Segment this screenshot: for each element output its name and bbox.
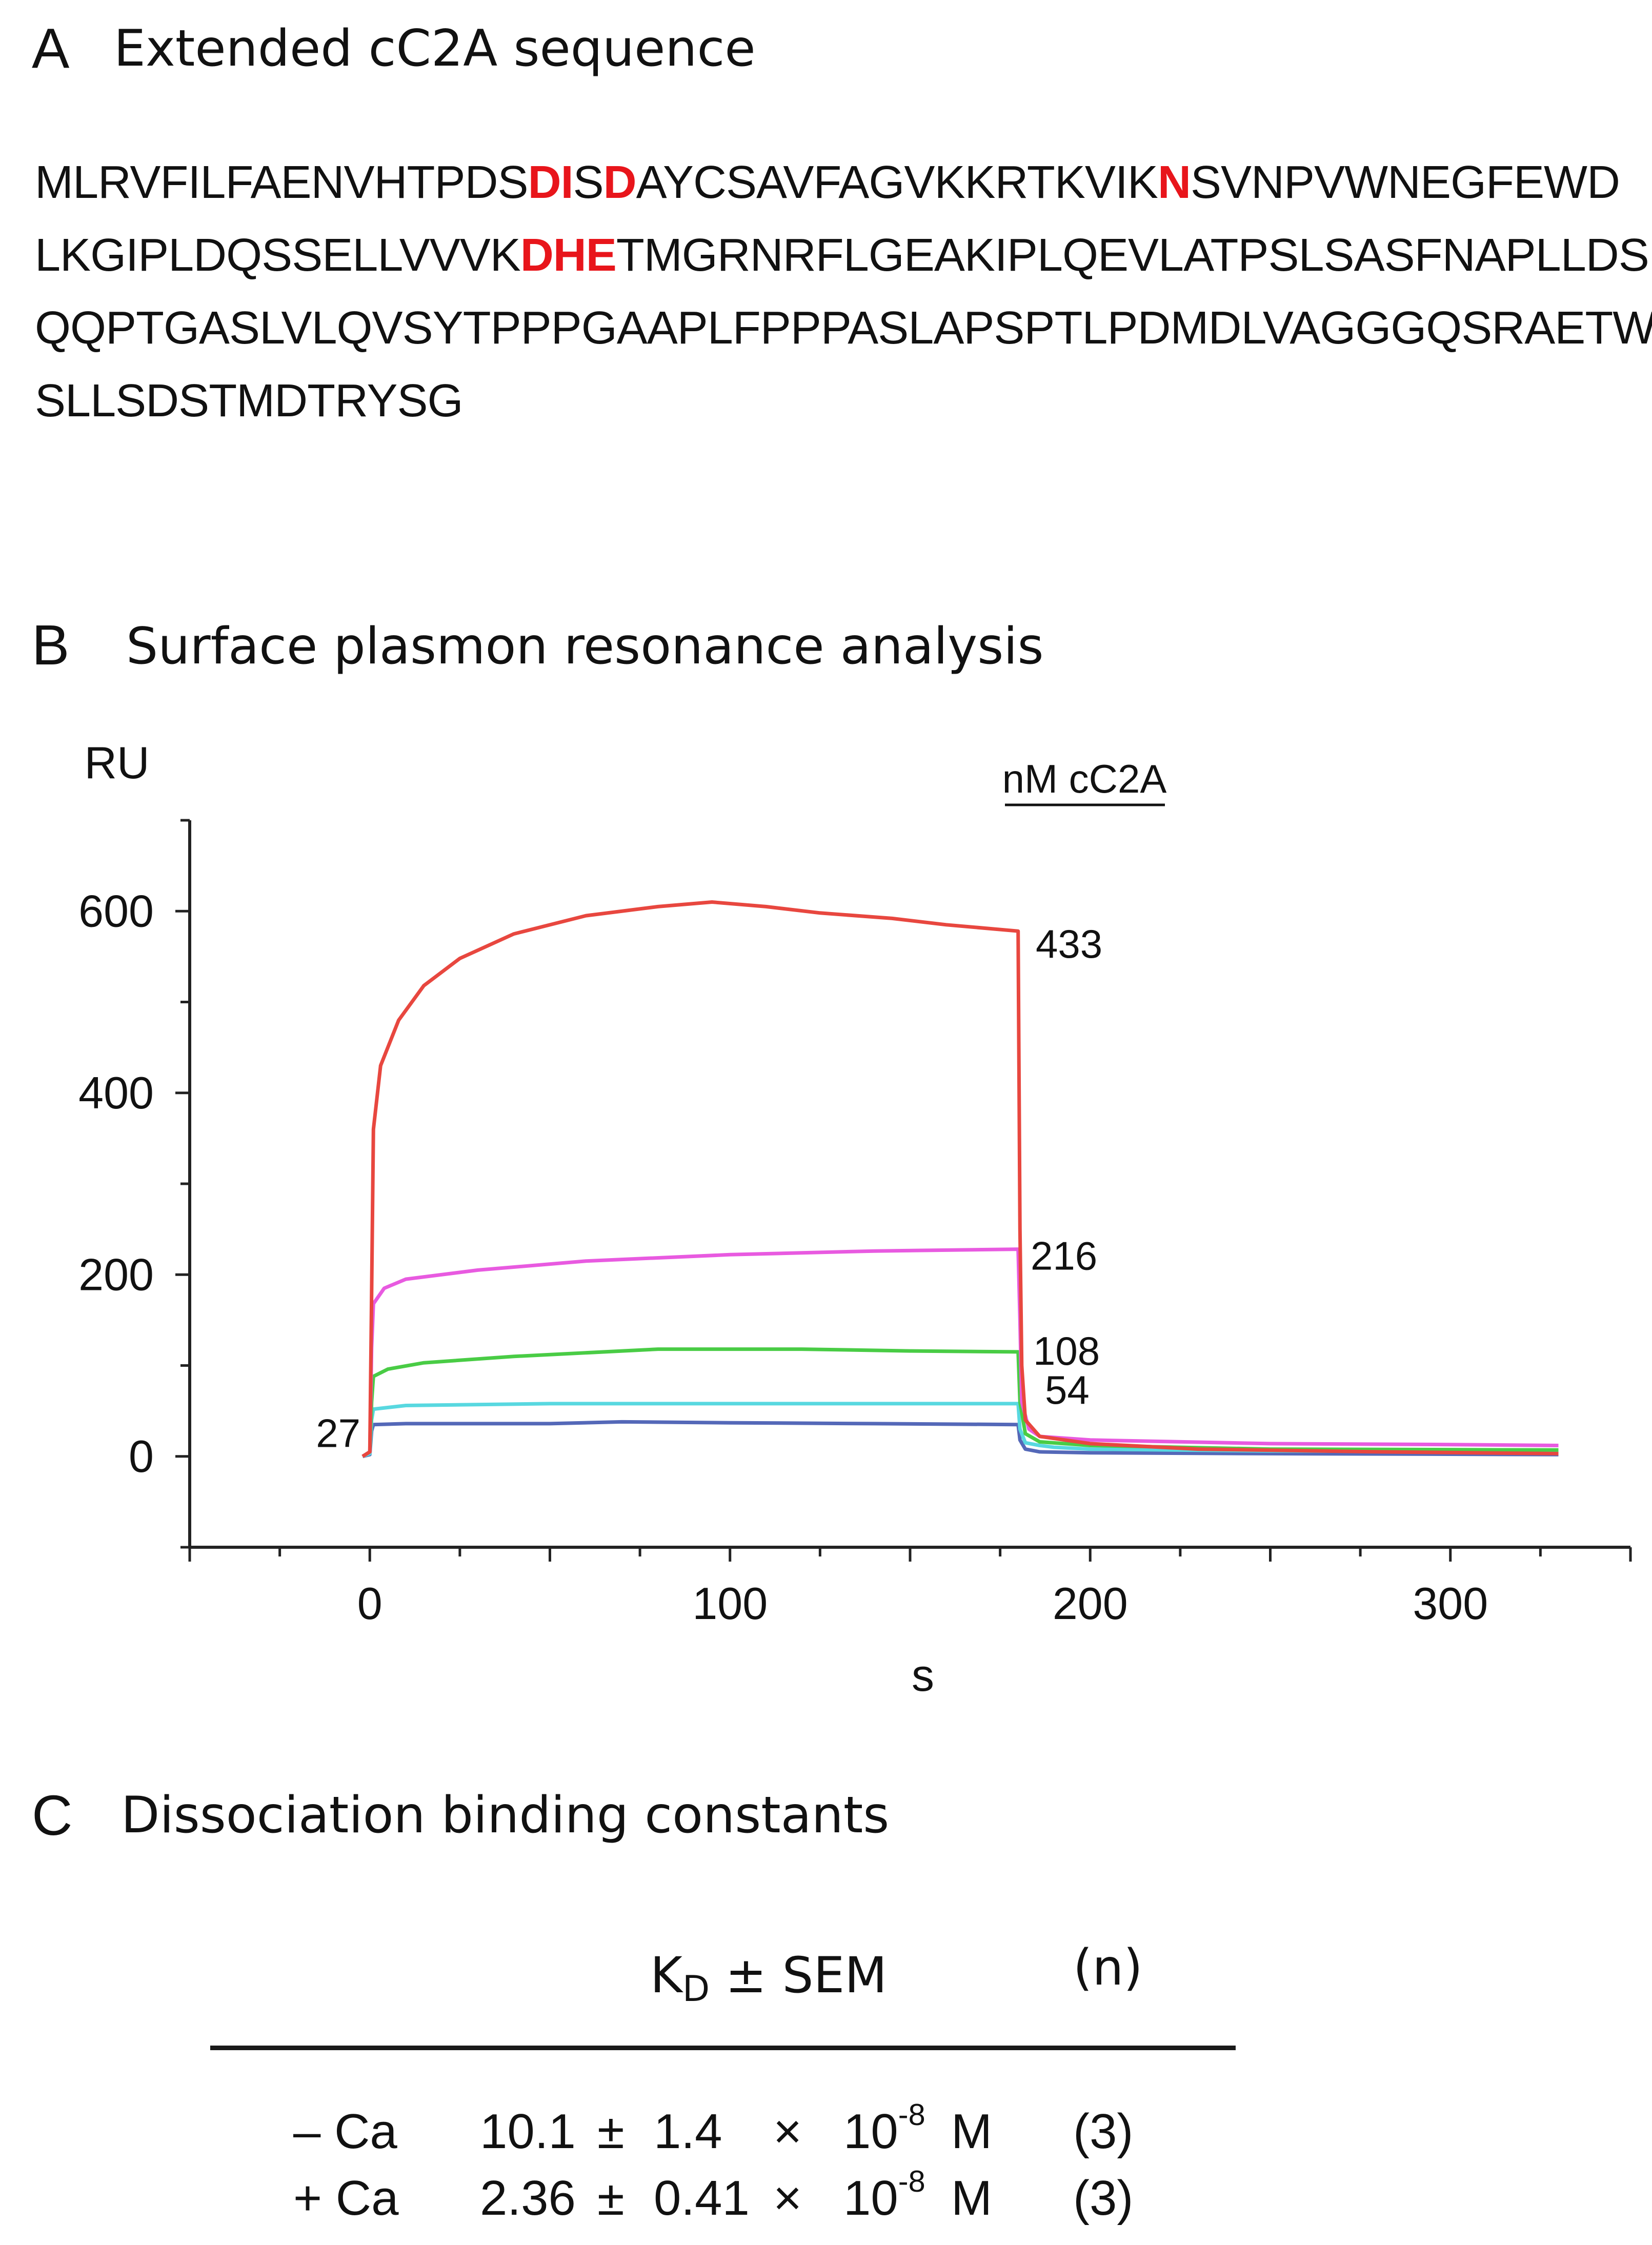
kd-value-cell: 10.1 [480, 2104, 576, 2159]
highlighted-residues: DHE [520, 230, 617, 281]
y-tick-label: 0 [129, 1431, 154, 1482]
x-tick-label: 200 [1053, 1578, 1128, 1629]
kd-cond-cell: + Ca [293, 2171, 399, 2226]
sequence-segment: S [573, 157, 604, 208]
highlighted-residues: DI [528, 157, 574, 208]
kd-err-cell: 1.4 [654, 2104, 722, 2159]
panel-b-title: Surface plasmon resonance analysis [126, 617, 1044, 676]
kd-n-cell: (3) [1073, 2171, 1134, 2226]
kd-power-cell: 10-8 [843, 2166, 925, 2226]
sequence-line: LKGIPLDQSSELLVVVKDHETMGRNRFLGEAKIPLQEVLA… [35, 219, 1652, 292]
kd-pm-cell: ± [597, 2104, 624, 2159]
kd-header: KD ± SEM [650, 1951, 887, 2007]
panel-c-title: Dissociation binding constants [121, 1786, 890, 1845]
kd-header-k: K [650, 1947, 682, 2004]
panel-b-letter: B [32, 614, 70, 677]
kd-power-base: 10 [843, 2171, 898, 2226]
x-tick-label: 300 [1413, 1578, 1488, 1629]
kd-power-exponent: -8 [898, 2097, 925, 2132]
kd-header-rest: ± SEM [710, 1947, 888, 2004]
spr-chart: 0 200 400 600 0 100 200 300 RU s nM cC2A 433 216 108 5… [0, 718, 1652, 1701]
highlighted-residues: D [603, 157, 637, 208]
kd-err-cell: 0.41 [654, 2171, 750, 2226]
series-label-108: 108 [1033, 1328, 1100, 1373]
kd-unit-cell: M [951, 2171, 992, 2226]
x-tick-label: 100 [692, 1578, 768, 1629]
n-header: (n) [1073, 1939, 1143, 1996]
kd-power-cell: 10-8 [843, 2099, 925, 2159]
sequence-segment: MLRVFILFAENVHTPDS [35, 157, 529, 208]
chart-series [361, 900, 1559, 1459]
y-tick-label: 400 [78, 1067, 154, 1118]
panel-a-letter: A [32, 17, 70, 80]
sequence-line: SLLSDSTMDTRYSG [35, 365, 1652, 437]
x-tick-label: 0 [357, 1578, 382, 1629]
kd-unit-cell: M [951, 2104, 992, 2159]
highlighted-residues: N [1157, 157, 1191, 208]
kd-times-cell: × [773, 2171, 802, 2226]
kd-header-sub: D [682, 1969, 710, 2010]
kd-n-cell: (3) [1073, 2104, 1134, 2159]
sequence-segment: AYCSAVFAGVKKRTKVIK [636, 157, 1158, 208]
series-line-433 [361, 900, 1559, 1458]
x-axis-label: s [912, 1650, 934, 1692]
kd-pm-cell: ± [597, 2171, 624, 2226]
sequence-segment: QQPTGASLVLQVSYTPPPGAAPLFPPPASLAPSPTLPDMD… [35, 302, 1652, 354]
protein-sequence: MLRVFILFAENVHTPDSDISDAYCSAVFAGVKKRTKVIKN… [35, 146, 1652, 437]
kd-value-cell: 2.36 [480, 2171, 576, 2226]
kd-power-exponent: -8 [898, 2164, 925, 2199]
series-line-216 [361, 1247, 1559, 1458]
sequence-line: QQPTGASLVLQVSYTPPPGAAPLFPPPASLAPSPTLPDMD… [35, 292, 1652, 365]
sequence-segment: LKGIPLDQSSELLVVVK [35, 230, 521, 281]
series-label-27: 27 [316, 1411, 360, 1456]
spr-chart-svg: 0 200 400 600 0 100 200 300 RU s nM cC2A 433 216 1085… [78, 737, 1632, 1701]
series-label-433: 433 [1036, 921, 1102, 966]
sequence-segment: SLLSDSTMDTRYSG [35, 375, 464, 427]
series-line-108 [361, 1347, 1559, 1458]
kd-times-cell: × [773, 2104, 802, 2159]
y-tick-label: 200 [78, 1249, 154, 1300]
kd-cond-cell: – Ca [293, 2104, 397, 2159]
sequence-line: MLRVFILFAENVHTPDSDISDAYCSAVFAGVKKRTKVIKN… [35, 146, 1652, 219]
series-label-216: 216 [1031, 1233, 1097, 1279]
legend-title: nM cC2A [1002, 756, 1167, 801]
series-label-54: 54 [1045, 1367, 1090, 1412]
chart-labels: 0 200 400 600 0 100 200 300 RU s nM cC2A 433 216 1085… [78, 737, 1488, 1701]
table-rule [210, 2046, 1236, 2050]
panel-a-title: Extended cC2A sequence [114, 19, 756, 78]
sequence-segment: TMGRNRFLGEAKIPLQEVLATPSLSASFNAPLLDSK [616, 230, 1652, 281]
y-axis-label: RU [84, 737, 149, 788]
kd-power-base: 10 [843, 2104, 898, 2159]
chart-axes [175, 819, 1632, 1562]
sequence-segment: SVNPVWNEGFEWD [1190, 157, 1620, 208]
panel-c-letter: C [32, 1784, 73, 1847]
y-tick-label: 600 [78, 885, 154, 936]
